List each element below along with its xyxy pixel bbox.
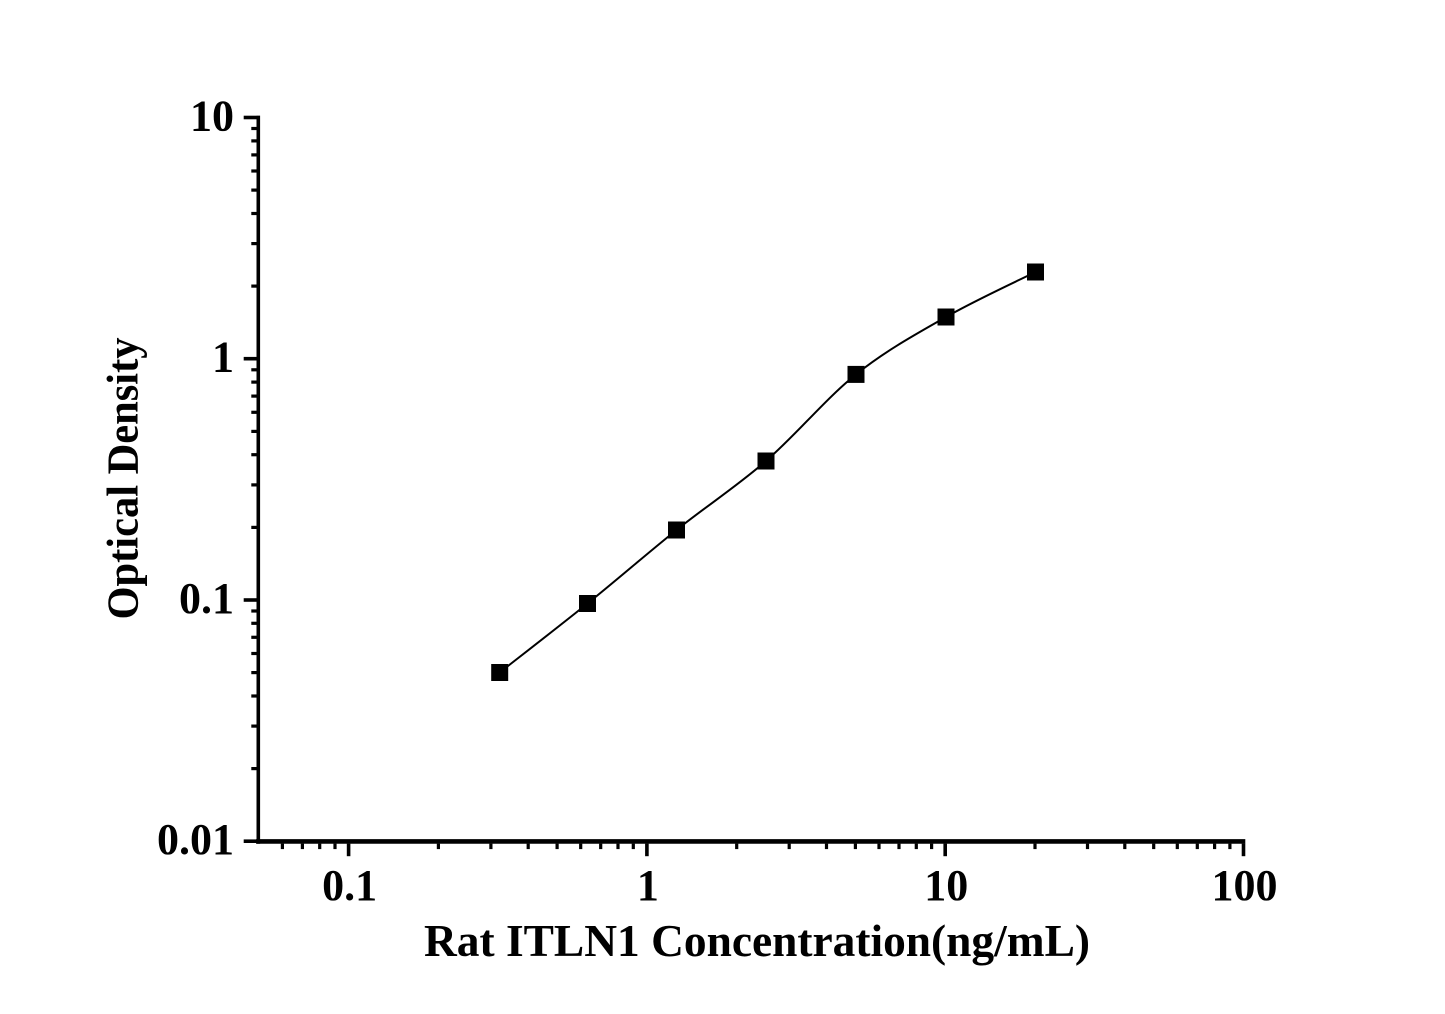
svg-text:Rat ITLN1 Concentration(ng/mL): Rat ITLN1 Concentration(ng/mL) <box>424 915 1090 966</box>
svg-text:10: 10 <box>190 92 234 141</box>
svg-text:1: 1 <box>212 333 234 382</box>
svg-text:100: 100 <box>1212 861 1278 910</box>
svg-text:1: 1 <box>637 861 659 910</box>
svg-text:10: 10 <box>924 861 968 910</box>
svg-text:0.1: 0.1 <box>322 861 377 910</box>
svg-text:Optical Density: Optical Density <box>99 338 148 620</box>
svg-text:0.01: 0.01 <box>157 815 234 864</box>
svg-text:0.1: 0.1 <box>179 574 234 623</box>
